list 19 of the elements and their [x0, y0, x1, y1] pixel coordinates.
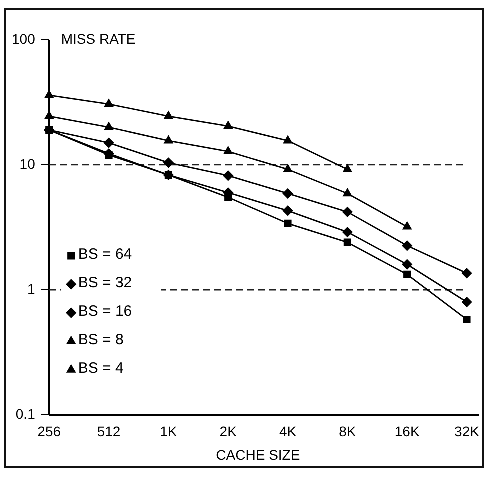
- y-axis-title: MISS RATE: [61, 30, 136, 47]
- x-tick-label: 256: [38, 423, 62, 440]
- x-tick-label: 8K: [339, 423, 357, 440]
- legend-label: BS = 32: [78, 274, 132, 292]
- x-axis-title: CACHE SIZE: [216, 447, 300, 464]
- legend-label: BS = 64: [78, 246, 132, 264]
- x-tick-label: 4K: [279, 423, 298, 440]
- y-tick-label: 0.1: [16, 406, 36, 422]
- legend-label: BS = 8: [78, 332, 124, 349]
- x-tick-label: 16K: [394, 423, 420, 440]
- x-tick-label: 1K: [160, 423, 178, 440]
- x-tick-label: 512: [97, 423, 121, 440]
- x-tick-label: 32K: [454, 423, 480, 440]
- legend-label: BS = 4: [78, 360, 124, 378]
- y-tick-label: 10: [20, 156, 36, 172]
- y-tick-label: 1: [28, 280, 36, 297]
- x-tick-label: 2K: [220, 423, 238, 440]
- y-tick-label: 100: [12, 30, 36, 47]
- legend-label: BS = 16: [78, 303, 132, 320]
